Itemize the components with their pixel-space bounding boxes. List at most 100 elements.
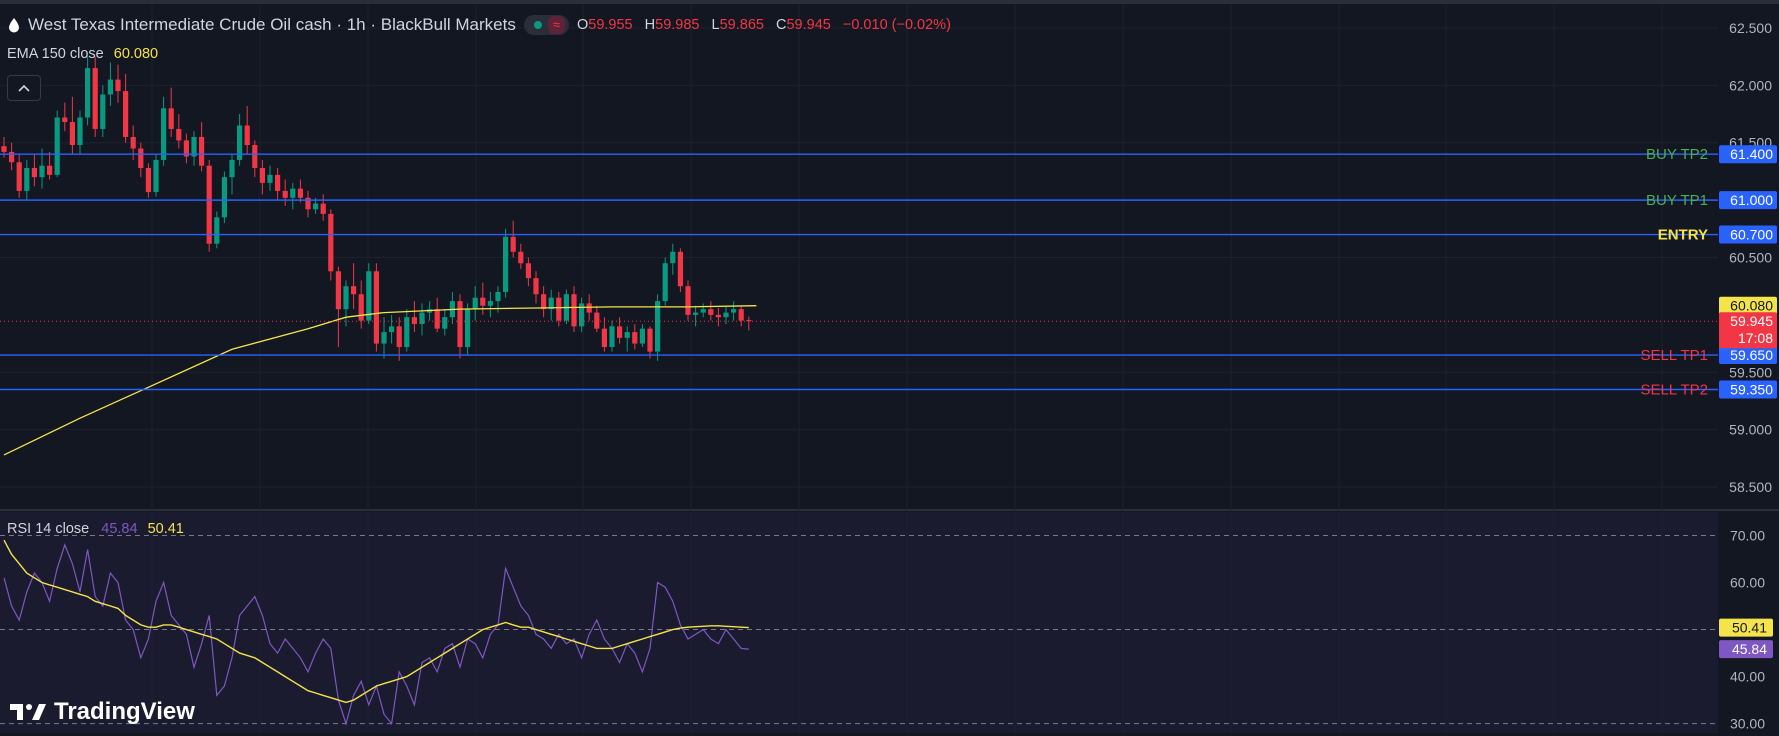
candle-body — [100, 94, 106, 129]
candle-body — [24, 167, 30, 191]
candle-body — [609, 326, 615, 348]
ema-value: 60.080 — [113, 46, 159, 62]
level-price-text: 61.000 — [1730, 192, 1773, 208]
candle-body — [145, 167, 151, 193]
candle-body — [130, 136, 136, 149]
candle-body — [107, 79, 113, 95]
candle-body — [351, 286, 357, 295]
candle-body — [487, 301, 493, 306]
candle-body — [533, 278, 539, 295]
candle-body — [434, 309, 440, 329]
candle-body — [221, 177, 227, 218]
rsi-tag-text: 45.84 — [1732, 641, 1767, 657]
candle-body — [715, 314, 721, 318]
candle-body — [571, 294, 577, 327]
candle-body — [77, 117, 83, 146]
symbol-title[interactable]: West Texas Intermediate Crude Oil cash ·… — [28, 15, 516, 34]
candle-body — [358, 294, 364, 321]
candle-body — [472, 297, 478, 310]
ema-legend[interactable]: EMA 150 close 60.080 — [7, 46, 158, 62]
tradingview-logo[interactable]: TradingView — [10, 698, 195, 726]
candle-body — [69, 122, 75, 146]
rsi-axis-tick: 60.00 — [1730, 575, 1765, 591]
candle-body — [579, 303, 585, 327]
candle-body — [206, 165, 212, 244]
bar-countdown-text: 17:08 — [1738, 330, 1773, 346]
candle-body — [214, 217, 220, 244]
close-value: 59.945 — [786, 17, 831, 33]
candle-body — [708, 309, 714, 315]
market-open-dot — [533, 21, 542, 29]
candle-body — [670, 251, 676, 264]
candle-body — [396, 326, 402, 348]
ema-price-text: 60.080 — [1730, 298, 1773, 314]
candle-body — [548, 297, 554, 310]
candle-body — [442, 317, 448, 329]
ema-price-tag — [1719, 296, 1777, 315]
top-border — [0, 0, 1779, 4]
rsi-tag — [1719, 640, 1773, 659]
candle-body — [465, 309, 471, 348]
level-price-tag — [1719, 380, 1777, 399]
price-axis-tick: 62.000 — [1729, 77, 1772, 93]
candle-body — [85, 68, 91, 118]
candle-body — [305, 197, 311, 210]
price-axis-tick: 59.500 — [1729, 364, 1772, 380]
candle-body — [366, 271, 372, 321]
candle-body — [738, 309, 744, 321]
rsi-label: RSI 14 close — [7, 521, 90, 537]
candle-body — [54, 117, 60, 175]
candle-body — [677, 251, 683, 287]
candle-body — [556, 297, 562, 321]
market-status-pill[interactable]: ≈ — [523, 15, 569, 35]
low-value: 59.865 — [719, 17, 764, 33]
candle-body — [495, 291, 501, 302]
level-price-tag — [1719, 191, 1777, 210]
candle-body — [259, 167, 265, 183]
candle-body — [183, 140, 189, 157]
candle-body — [199, 136, 205, 166]
candles — [1, 56, 752, 361]
candle-body — [586, 303, 592, 313]
candle-body — [639, 328, 645, 344]
level-price-text: 60.700 — [1730, 227, 1773, 243]
candle-body — [480, 297, 486, 306]
candle-body — [510, 236, 516, 252]
candle-body — [115, 79, 121, 92]
candle-body — [647, 328, 653, 352]
rsi-ma-value: 50.41 — [147, 521, 184, 537]
collapse-legend-button[interactable] — [7, 75, 41, 101]
candle-body — [624, 332, 630, 338]
candle-body — [723, 312, 729, 318]
wave-icon: ≈ — [547, 16, 565, 34]
rsi-ma-tag — [1719, 618, 1773, 637]
open-value: 59.955 — [588, 17, 633, 33]
last-price-tag — [1719, 312, 1777, 349]
candle-body — [685, 286, 691, 315]
candle-body — [594, 312, 600, 329]
price-axis-tick: 59.000 — [1729, 422, 1772, 438]
rsi-pane-background — [0, 512, 1718, 733]
tradingview-logo-icon — [10, 704, 46, 720]
candle-body — [320, 203, 326, 214]
candle-body — [381, 332, 387, 344]
candle-body — [655, 301, 661, 352]
chart-header: West Texas Intermediate Crude Oil cash ·… — [8, 12, 959, 38]
candle-body — [1, 146, 7, 152]
candle-body — [700, 309, 706, 313]
candle-body — [632, 332, 638, 344]
candle-body — [16, 162, 22, 191]
rsi-ma-line — [3, 539, 749, 704]
rsi-ma-tag-text: 50.41 — [1732, 620, 1767, 636]
level-price-tag — [1719, 225, 1777, 244]
droplet-icon — [9, 18, 19, 33]
candle-body — [168, 108, 174, 129]
candle-body — [290, 188, 296, 198]
ema-label: EMA 150 close — [7, 46, 104, 62]
rsi-legend[interactable]: RSI 14 close 45.84 50.41 — [7, 521, 184, 537]
candle-body — [601, 328, 607, 348]
ohlc-readout: O59.955 H59.985 L59.865 C59.945 −0.010 (… — [576, 17, 951, 33]
level-label: BUY TP2 — [1646, 146, 1708, 163]
candle-body — [389, 326, 395, 333]
